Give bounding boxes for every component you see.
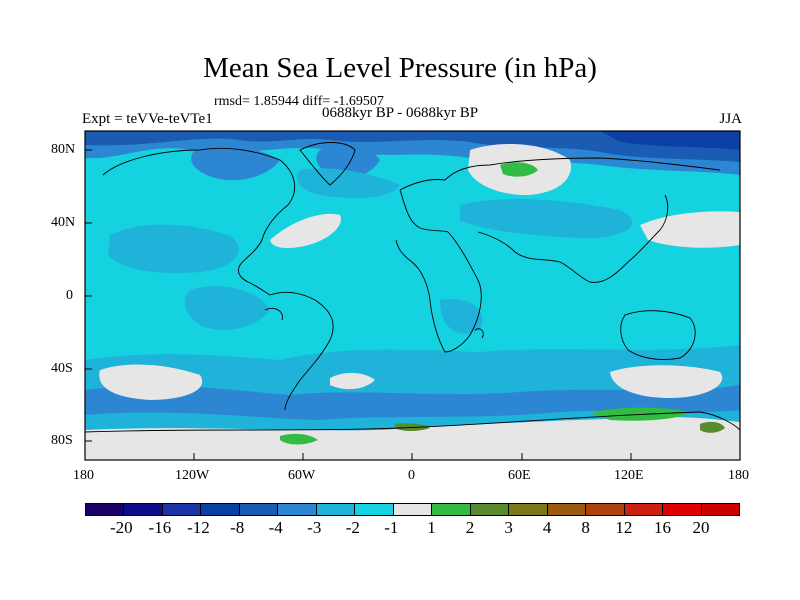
colorbar-swatch [124,504,163,515]
colorbar-swatch [86,504,125,515]
map-title: Mean Sea Level Pressure (in hPa) [203,52,597,84]
lon-tick-180e: 180 [728,468,749,483]
colorbar-label: -20 [110,518,133,537]
coastlines [85,142,740,433]
colorbar-label: 8 [581,518,590,537]
colorbar-label: 12 [615,518,633,537]
experiment-label: Expt = teVVe-teVTe1 [82,111,213,127]
colorbar-label: -2 [345,518,360,537]
colorbar-label: -16 [148,518,172,537]
colorbar-label: 1 [427,518,436,537]
lon-tick-0: 0 [408,468,415,483]
colorbar-label: 2 [465,518,475,537]
pressure-field [85,131,740,460]
colorbar [85,503,740,516]
lon-tick-120w: 120W [175,468,210,483]
colorbar-swatch [624,504,664,515]
colorbar-swatch [663,504,702,515]
lat-tick-0: 0 [66,288,73,303]
colorbar-swatch [509,504,548,515]
colorbar-swatch [239,504,279,515]
colorbar-swatch [393,504,433,515]
lat-tick-40s: 40S [51,361,73,376]
colorbar-swatch [470,504,510,515]
colorbar-label: 3 [504,518,513,537]
season-label: JJA [719,111,742,127]
colorbar-label: 4 [542,518,552,537]
lat-tick-80n: 80N [51,142,76,157]
colorbar-swatch [278,504,317,515]
stats-label: rmsd= 1.85944 diff= -1.69507 [214,94,384,109]
colorbar-label: -12 [187,518,210,537]
colorbar-label: -4 [268,518,283,537]
lat-tick-40n: 40N [51,215,76,230]
colorbar-swatch [586,504,625,515]
lon-tick-120e: 120E [614,468,644,483]
lon-tick-60e: 60E [508,468,531,483]
colorbar-swatch [201,504,240,515]
colorbar-swatch [316,504,356,515]
lon-tick-180w: 180 [73,468,94,483]
period-label: 0688kyr BP - 0688kyr BP [322,105,479,121]
colorbar-label: -8 [230,518,245,537]
lon-tick-60w: 60W [288,468,316,483]
colorbar-label: 20 [692,518,710,537]
colorbar-label: 16 [653,518,671,537]
colorbar-swatch [547,504,587,515]
colorbar-swatch [355,504,394,515]
tick-marks [84,149,741,460]
colorbar-swatch [432,504,471,515]
colorbar-swatch [162,504,202,515]
colorbar-label: -3 [307,518,322,537]
colorbar-swatch [701,504,739,515]
lat-tick-80s: 80S [51,433,73,448]
colorbar-label: -1 [384,518,399,537]
